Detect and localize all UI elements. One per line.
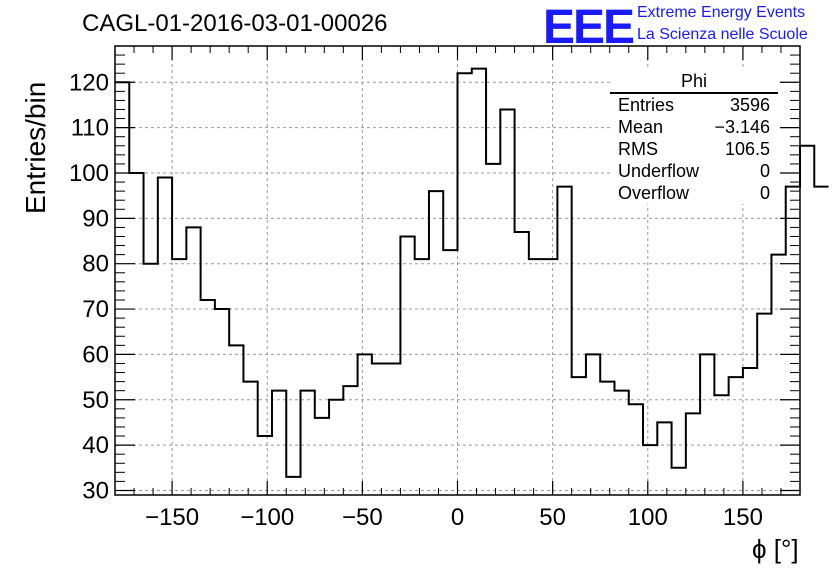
histogram-bin [700,354,714,495]
stats-value: 0 [759,161,770,181]
histogram-bin [443,250,457,495]
histogram-bin [315,418,329,495]
stats-label: Entries [618,95,675,115]
histogram-bin [743,368,757,495]
stats-value: 106.5 [724,139,770,159]
histogram-bin [158,178,172,495]
histogram-bin [786,187,800,495]
histogram-bin [286,477,300,495]
histogram-bin [572,377,586,495]
histogram-bin [643,445,657,495]
y-tick-label: 50 [82,387,109,414]
histogram-bins [115,67,829,495]
histogram-bin [729,377,743,495]
histogram-bin [600,382,614,495]
histogram-bin [814,187,828,495]
histogram-bin [329,400,343,495]
y-tick-label: 120 [69,69,109,96]
y-axis-label: Entries/bin [20,81,51,214]
x-tick-label: 100 [628,504,668,531]
histogram-bin [714,395,728,495]
x-axis-label: ϕ [°] [752,534,799,564]
stats-label: RMS [618,139,658,159]
stats-value: −3.146 [714,117,770,137]
histogram-bin [272,391,286,495]
x-tick-label: −150 [145,504,199,531]
chart-title: CAGL-01-2016-03-01-00026 [82,10,388,37]
y-tick-label: 80 [82,251,109,278]
x-tick-label: 50 [539,504,566,531]
y-tick-label: 90 [82,205,109,232]
stats-header: Phi [610,70,778,94]
y-tick-label: 40 [82,432,109,459]
histogram-bin [258,436,272,495]
histogram-bin [215,309,229,495]
stats-label: Mean [618,117,664,137]
histogram-bin [458,73,472,495]
logo-text-line1: Extreme Energy Events [637,4,806,21]
histogram-bin [358,354,372,495]
y-tick-label: 110 [71,115,109,142]
histogram-bin [757,314,771,495]
histogram-bin [543,259,557,495]
histogram-bin [800,146,814,495]
y-tick-label: 30 [82,477,109,504]
histogram-bin [115,82,129,495]
axis-ticks [115,45,800,495]
stats-label: Underflow [618,161,700,181]
stats-row-underflow: Underflow 0 [610,160,778,182]
histogram-bin [201,300,215,495]
histogram-bin [629,404,643,495]
stats-box: Phi Entries 3596 Mean −3.146 RMS 106.5 Unde… [610,70,778,204]
histogram-bin [529,259,543,495]
stats-value: 3596 [729,95,770,115]
histogram-bin [400,236,414,495]
histogram-bin [386,363,400,495]
stats-value: 0 [759,183,770,203]
histogram-bin [614,391,628,495]
histogram-line [115,67,829,478]
y-tick-label: 100 [69,160,109,187]
histogram-bin [486,164,500,495]
histogram-bin [343,386,357,495]
histogram-bin [686,413,700,495]
stats-row-rms: RMS 106.5 [610,138,778,160]
eee-logo: EEE [543,1,635,54]
histogram-bin [429,191,443,495]
x-tick-label: 150 [723,504,763,531]
histogram-bin [186,227,200,495]
histogram-bin [500,109,514,495]
x-tick-label: −100 [240,504,294,531]
x-tick-label: 0 [451,504,464,531]
histogram-bin [771,255,785,495]
histogram-bin [415,259,429,495]
stats-row-mean: Mean −3.146 [610,116,778,138]
histogram-bin [144,264,158,495]
stats-label: Overflow [618,183,690,203]
histogram-bin [172,259,186,495]
histogram-bin [557,187,571,495]
histogram-bin [301,391,315,495]
plot-frame [114,45,801,496]
tick-labels: −150 −100 −50 0 50 100 150 30 40 50 60 70 80 90 100 110… [69,69,763,531]
x-tick-label: −50 [342,504,383,531]
histogram-bin [472,69,486,495]
histogram-bin [372,363,386,495]
logo-text-line2: La Scienza nelle Scuole [637,26,808,43]
histogram-bin [657,422,671,495]
y-tick-label: 60 [82,341,109,368]
stats-row-entries: Entries 3596 [610,94,778,116]
y-tick-label: 70 [82,296,109,323]
stats-row-overflow: Overflow 0 [610,182,778,204]
histogram-bin [129,173,143,495]
histogram-bin [229,345,243,495]
histogram-bin [672,468,686,495]
histogram-bin [243,382,257,495]
histogram-bin [586,354,600,495]
histogram-bin [515,232,529,495]
